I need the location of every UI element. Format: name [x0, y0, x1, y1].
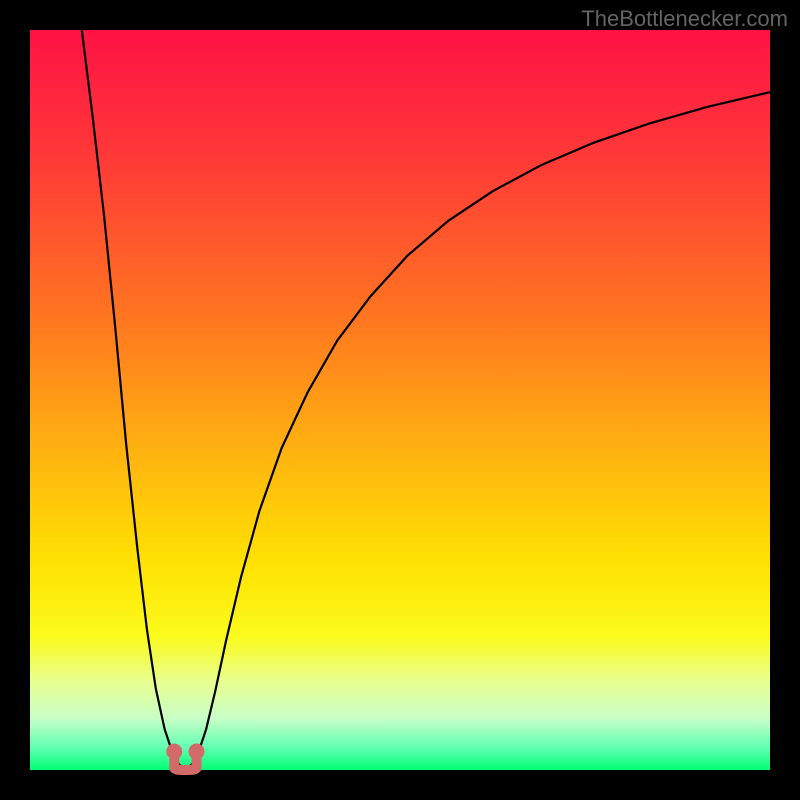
valley-dot-left [166, 744, 182, 760]
gradient-background [30, 30, 770, 770]
chart-container: TheBottlenecker.com [0, 0, 800, 800]
watermark-text: TheBottlenecker.com [581, 6, 788, 32]
bottleneck-chart [0, 0, 800, 800]
valley-dot-right [189, 744, 205, 760]
